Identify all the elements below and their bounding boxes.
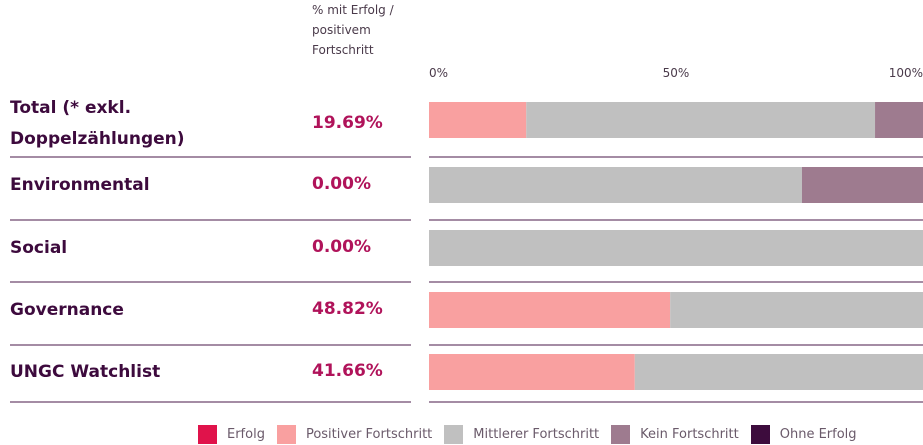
x-tick-label: 50% — [662, 66, 690, 80]
legend-item: Kein Fortschritt — [611, 425, 739, 444]
legend-item: Erfolg — [198, 425, 265, 444]
success-pct: 0.00% — [312, 174, 371, 194]
x-tick-label: 0% — [429, 66, 449, 80]
success-pct: 0.00% — [312, 237, 371, 257]
legend-label: Mittlerer Fortschritt — [473, 427, 600, 442]
header-line: Fortschritt — [312, 43, 374, 57]
legend: Erfolg Positiver Fortschritt Mittlerer For… — [198, 425, 869, 444]
success-pct: 19.69% — [312, 113, 383, 133]
legend-label: Ohne Erfolg — [779, 427, 857, 442]
bar-segment — [429, 354, 635, 390]
category-label: Social — [10, 237, 68, 258]
legend-swatch — [198, 425, 217, 444]
bar-segment — [801, 167, 923, 203]
legend-item: Ohne Erfolg — [750, 425, 857, 444]
header-line: positivem — [312, 23, 371, 37]
bar-segment — [670, 292, 923, 328]
legend-swatch — [750, 425, 770, 444]
x-tick-label: 100% — [888, 66, 923, 80]
success-pct: 41.66% — [312, 361, 383, 381]
legend-item: Positiver Fortschritt — [276, 425, 433, 444]
success-pct: 48.82% — [312, 299, 383, 319]
category-label: UNGC Watchlist — [10, 361, 161, 382]
bar-segment — [875, 102, 923, 138]
header-line: % mit Erfolg / — [312, 3, 394, 17]
bar-segment — [634, 354, 923, 390]
legend-item: Mittlerer Fortschritt — [444, 425, 599, 444]
legend-label: Erfolg — [227, 427, 265, 442]
legend-label: Kein Fortschritt — [640, 427, 739, 442]
column-header: % mit Erfolg / positivem Fortschritt — [312, 0, 394, 60]
legend-swatch — [444, 425, 464, 444]
bar-segment — [429, 167, 802, 203]
bar-segment — [429, 292, 671, 328]
legend-label: Positiver Fortschritt — [305, 427, 433, 442]
bar-segment — [429, 230, 923, 266]
category-label: Governance — [10, 299, 124, 320]
bar-segment — [429, 102, 527, 138]
category-label: Environmental — [10, 174, 150, 195]
category-label: Total (* exkl. Doppelzählungen) — [10, 98, 185, 149]
bar-segment — [526, 102, 876, 138]
legend-swatch — [611, 425, 631, 444]
legend-swatch — [276, 425, 296, 444]
